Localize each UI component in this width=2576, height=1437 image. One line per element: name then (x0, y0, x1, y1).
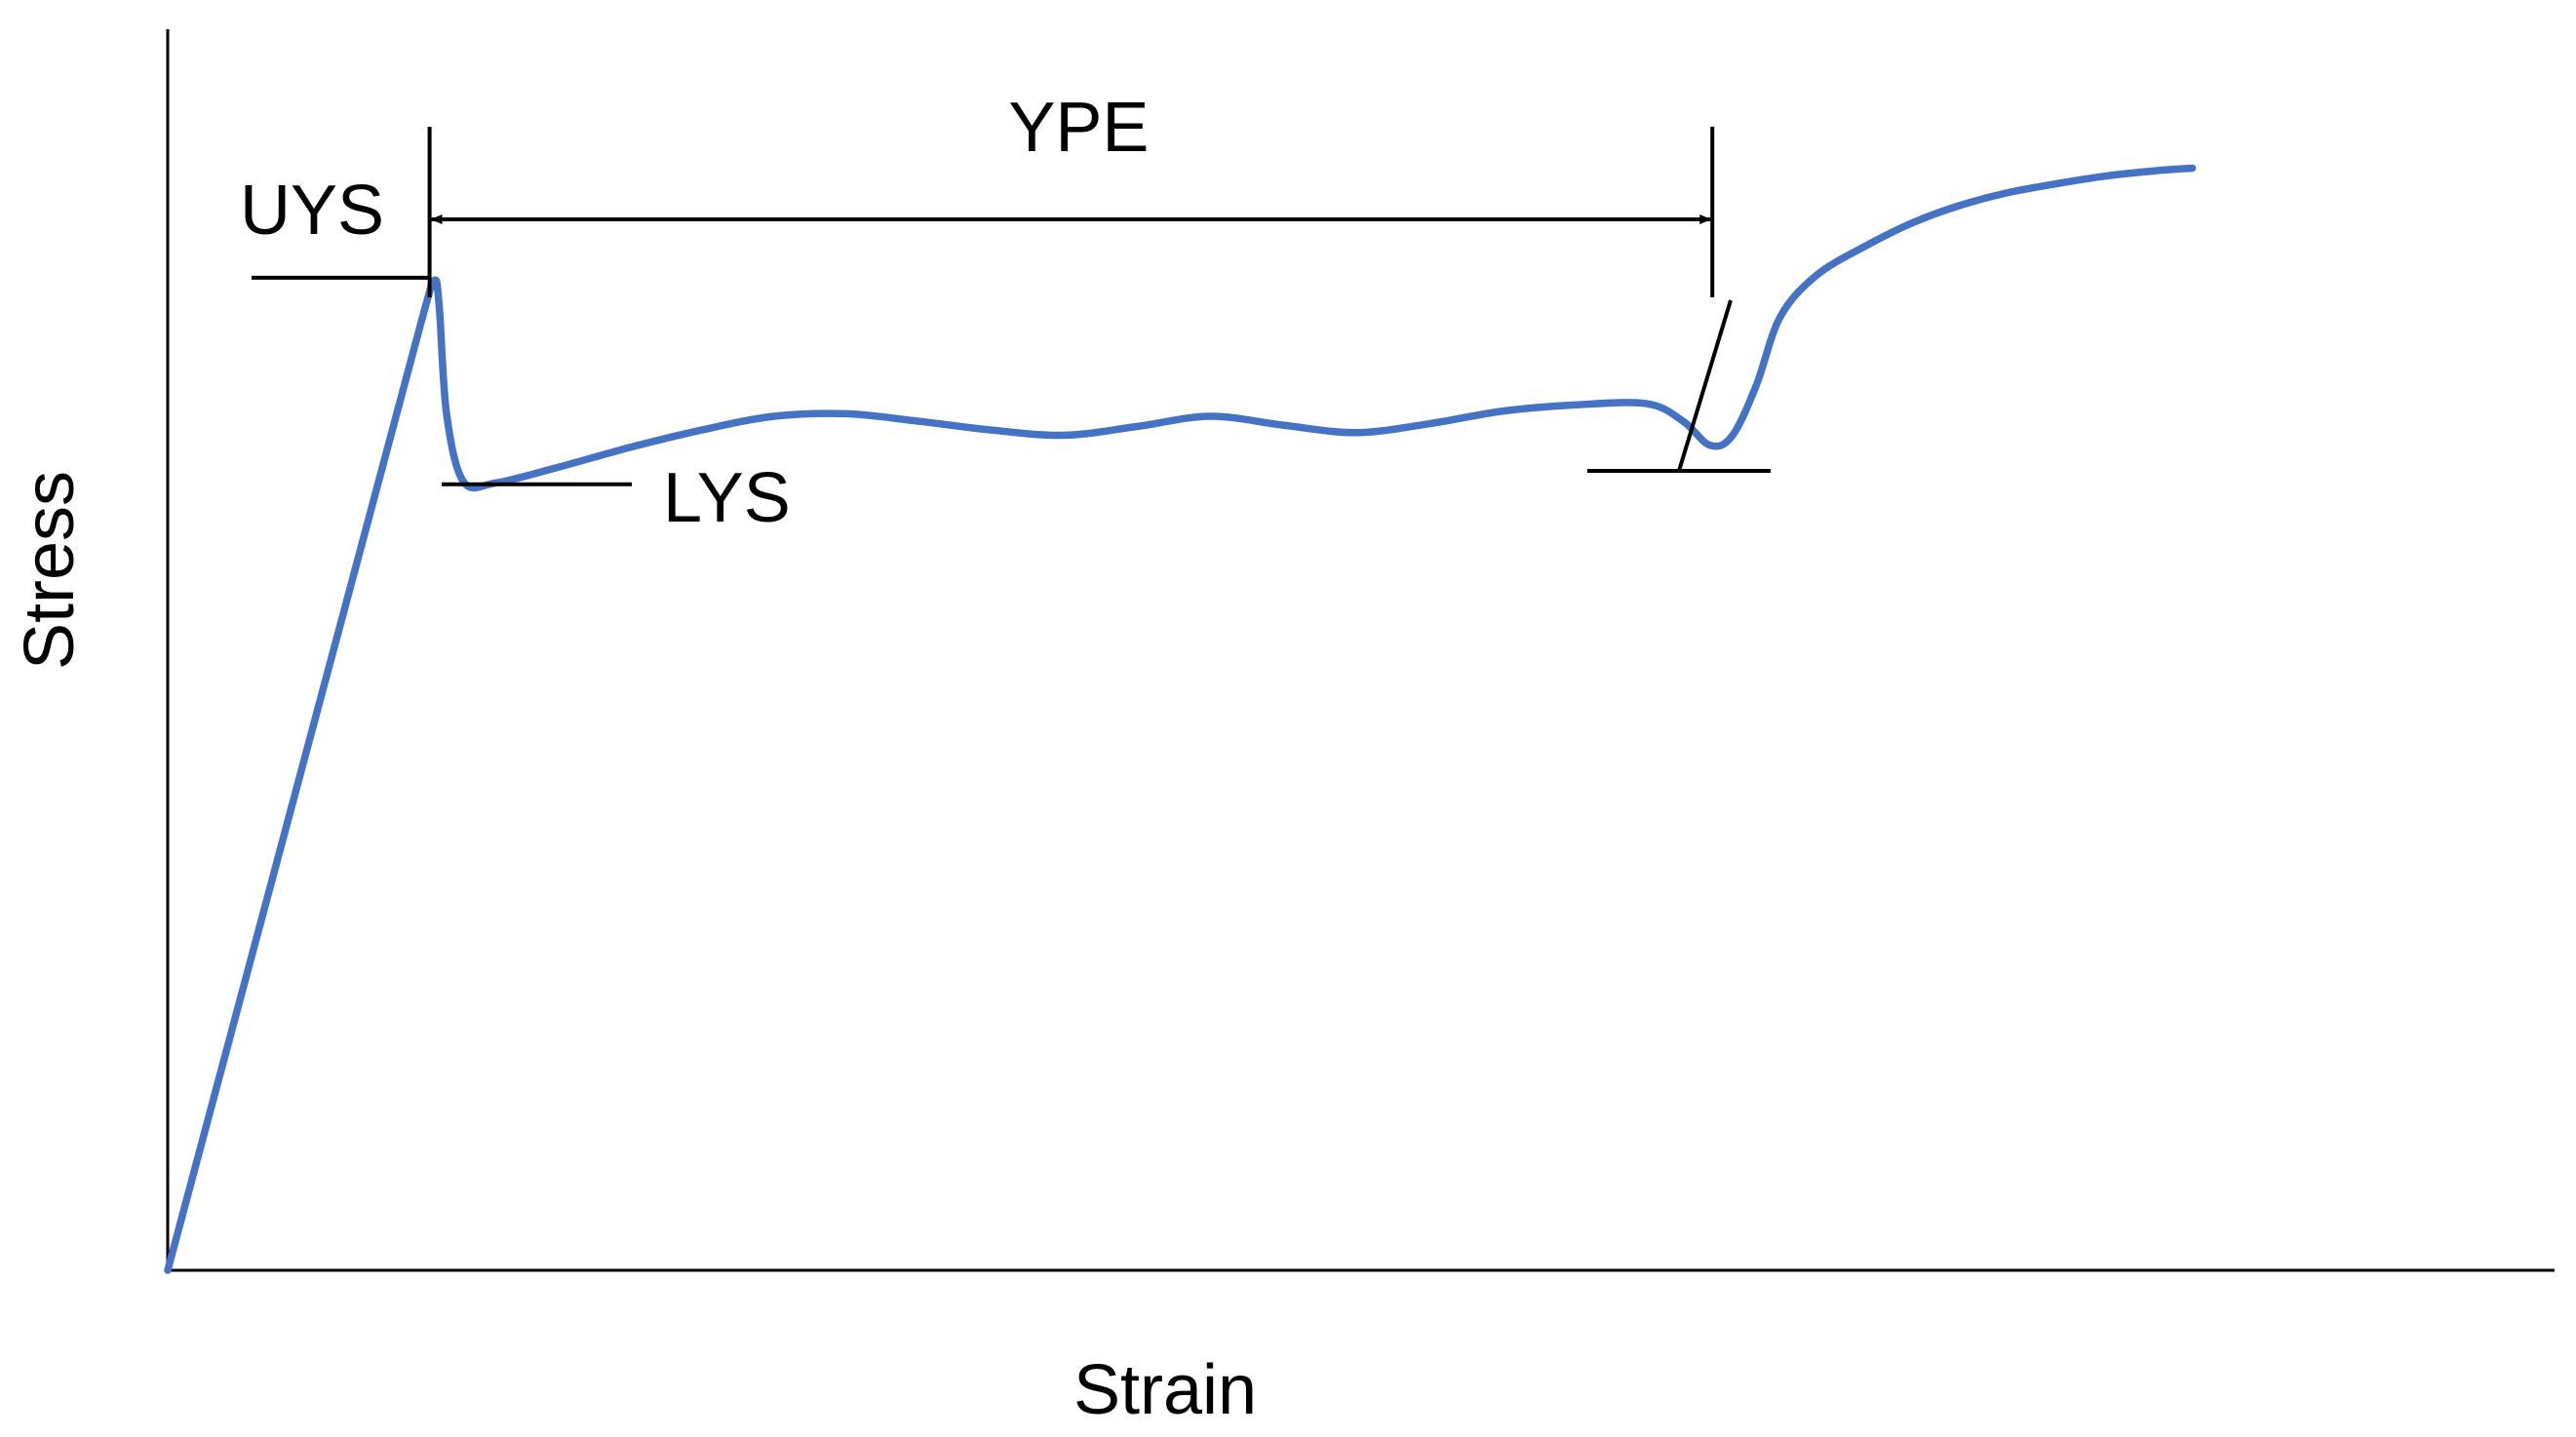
stress-strain-curve (164, 164, 2197, 1274)
series-group (164, 164, 2197, 1274)
y-axis-label: Stress (11, 471, 89, 670)
ype-end-tangent-line (1677, 299, 1733, 472)
ype-label: YPE (1008, 89, 1149, 167)
x-axis-label: Strain (1073, 1351, 1257, 1429)
axes (166, 29, 2555, 1272)
lys-label: LYS (663, 459, 791, 537)
annotation-group: UYS LYS YPE (240, 89, 1771, 537)
uys-label: UYS (240, 172, 384, 250)
